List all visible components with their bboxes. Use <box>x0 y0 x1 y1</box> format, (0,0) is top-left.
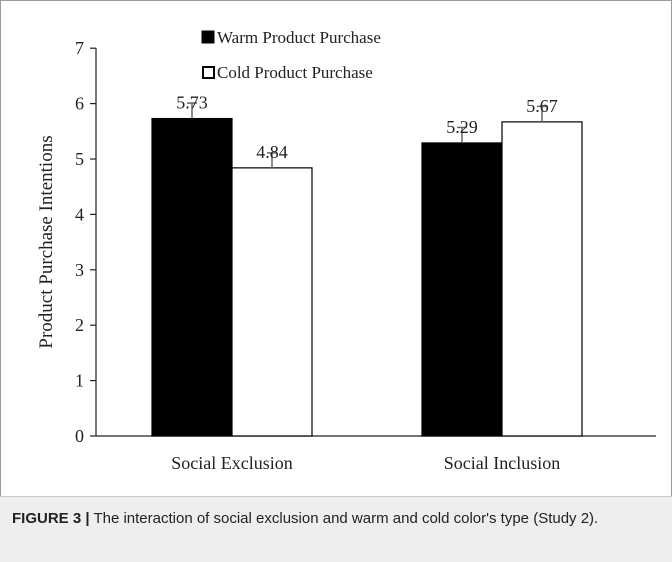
data-label-warm-social-inclusion: 5.29 <box>446 117 478 137</box>
caption-label: FIGURE 3 | <box>12 510 90 527</box>
data-label-cold-social-inclusion: 5.67 <box>526 96 558 116</box>
y-tick-label: 0 <box>75 426 84 446</box>
legend-label-cold: Cold Product Purchase <box>217 63 373 82</box>
bar-cold-social-inclusion <box>501 121 583 437</box>
legend-swatch-cold <box>202 66 215 79</box>
bar-cold-social-exclusion <box>231 167 313 437</box>
x-tick-label: Social Exclusion <box>171 453 292 473</box>
bars-group: 5.73 5.29 4.84 5.67 <box>151 93 583 437</box>
y-tick-label: 5 <box>75 149 84 169</box>
y-tick-label: 1 <box>75 371 84 391</box>
y-tick-label: 2 <box>75 315 84 335</box>
y-tick-label: 7 <box>75 38 84 58</box>
x-tick-label: Social Inclusion <box>444 453 560 473</box>
legend-swatch-warm <box>201 30 215 44</box>
y-tick-label: 3 <box>75 260 84 280</box>
y-ticks: 0 1 2 3 4 5 6 7 <box>75 38 96 446</box>
x-tick-labels: Social Exclusion Social Inclusion <box>171 453 560 473</box>
y-tick-label: 4 <box>75 204 84 224</box>
y-tick-label: 6 <box>75 94 84 114</box>
data-label-cold-social-exclusion: 4.84 <box>256 142 288 162</box>
caption-background <box>0 496 672 562</box>
legend: Warm Product Purchase Cold Product Purch… <box>201 28 381 82</box>
caption-divider <box>0 496 672 497</box>
figure-caption: FIGURE 3 | The interaction of social exc… <box>12 508 662 530</box>
bar-warm-social-exclusion <box>151 117 233 437</box>
caption-text: The interaction of social exclusion and … <box>89 510 599 527</box>
data-label-warm-social-exclusion: 5.73 <box>176 93 208 113</box>
y-axis-label: Product Purchase Intentions <box>36 135 57 348</box>
legend-label-warm: Warm Product Purchase <box>217 28 381 47</box>
bar-warm-social-inclusion <box>421 142 503 437</box>
bar-chart: 0 1 2 3 4 5 6 7 5.73 5.29 4.84 5.67 Social Exclusi… <box>36 28 656 473</box>
